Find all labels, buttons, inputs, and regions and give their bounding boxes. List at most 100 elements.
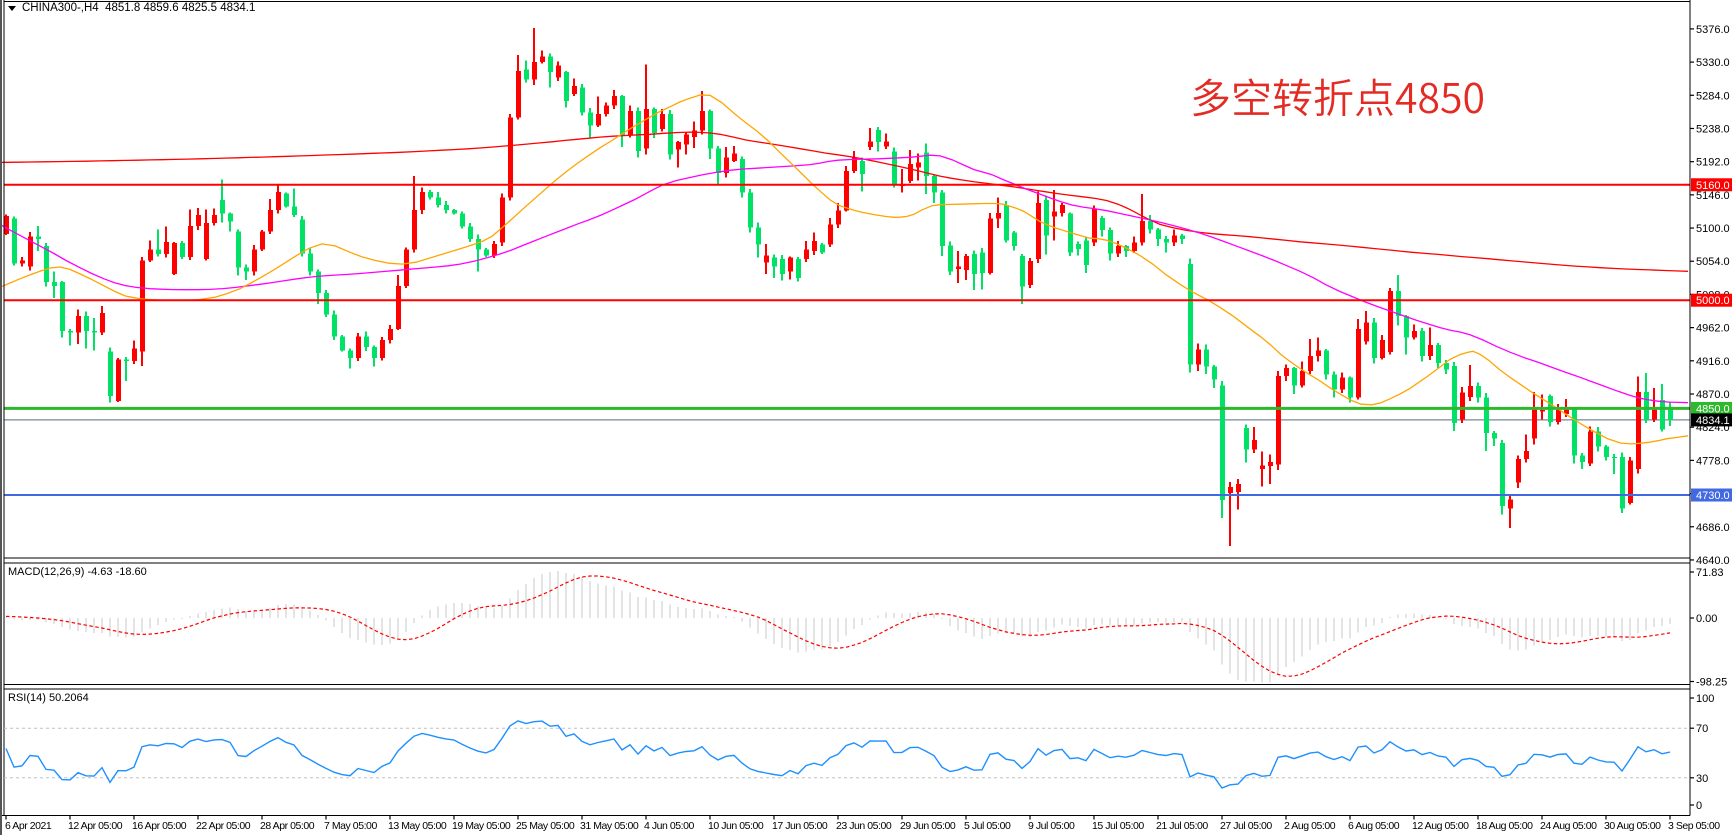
time-tick-label[interactable]: 30 Aug 05:00: [1604, 820, 1662, 832]
time-tick-label[interactable]: 3 Sep 05:00: [1668, 820, 1721, 832]
price-tick-label[interactable]: 4778.0: [1696, 455, 1730, 467]
candle-body: [260, 231, 265, 250]
time-tick-label[interactable]: 17 Jun 05:00: [772, 820, 828, 832]
candle-body: [1668, 407, 1673, 420]
price-tick-label[interactable]: 4640.0: [1696, 555, 1730, 567]
candle-body: [4, 215, 9, 234]
candle-wick: [245, 264, 247, 280]
time-tick-label[interactable]: 4 Jun 05:00: [644, 820, 695, 832]
time-tick-label[interactable]: 6 Apr 2021: [5, 820, 52, 832]
symbol-dropdown-icon[interactable]: [8, 6, 16, 11]
candle-body: [340, 336, 345, 351]
time-tick-label[interactable]: 15 Jul 05:00: [1092, 820, 1145, 832]
time-tick-label[interactable]: 12 Aug 05:00: [1412, 820, 1470, 832]
candle-wick: [1269, 454, 1271, 485]
macd-bar: [101, 618, 103, 633]
candle-body: [1468, 386, 1473, 397]
candle-body: [1220, 385, 1225, 501]
annotation-glyph: [1355, 78, 1393, 117]
macd-bar: [1293, 618, 1295, 662]
time-tick-label[interactable]: 2 Aug 05:00: [1284, 820, 1336, 832]
candle-wick: [293, 188, 295, 218]
macd-bar: [221, 608, 223, 618]
time-tick-label[interactable]: 12 Apr 05:00: [68, 820, 123, 832]
price-tick-label[interactable]: 5284.0: [1696, 90, 1730, 102]
time-tick-label[interactable]: 9 Jul 05:00: [1028, 820, 1075, 832]
price-tick-label[interactable]: 4870.0: [1696, 389, 1730, 401]
candle-body: [452, 210, 457, 214]
macd-bar: [1197, 618, 1199, 639]
macd-bar: [1421, 614, 1423, 618]
price-tick-label[interactable]: 5330.0: [1696, 57, 1730, 69]
macd-bar: [741, 618, 743, 622]
macd-tick-label[interactable]: 71.83: [1696, 567, 1724, 579]
time-tick-label[interactable]: 19 May 05:00: [452, 820, 511, 832]
macd-bar: [917, 611, 919, 618]
macd-bar: [13, 618, 15, 619]
macd-bar: [645, 597, 647, 618]
time-tick-label[interactable]: 16 Apr 05:00: [132, 820, 187, 832]
macd-bar: [1005, 618, 1007, 634]
macd-bar: [165, 618, 167, 623]
time-tick-label[interactable]: 21 Jul 05:00: [1156, 820, 1209, 832]
price-tick-label[interactable]: 4686.0: [1696, 522, 1730, 534]
candle-body: [812, 241, 817, 252]
macd-bar: [197, 613, 199, 618]
price-tick-label[interactable]: 4916.0: [1696, 356, 1730, 368]
candle-wick: [1653, 388, 1655, 423]
price-tick-label[interactable]: 5100.0: [1696, 223, 1730, 235]
macd-bar: [261, 610, 263, 618]
price-tick-label[interactable]: 4962.0: [1696, 323, 1730, 335]
macd-bar: [253, 611, 255, 618]
price-tick-label[interactable]: 5054.0: [1696, 256, 1730, 268]
time-tick-label[interactable]: 25 May 05:00: [516, 820, 575, 832]
price-tick-label[interactable]: 5146.0: [1696, 190, 1730, 202]
macd-bar: [877, 615, 879, 618]
candle-body: [612, 96, 617, 106]
macd-bar: [1173, 618, 1175, 622]
candle-body: [516, 70, 521, 118]
time-tick-label[interactable]: 22 Apr 05:00: [196, 820, 251, 832]
candle-body: [524, 69, 529, 80]
candle-wick: [1181, 234, 1183, 244]
rsi-tick-label[interactable]: 70: [1696, 723, 1708, 735]
candle-body: [940, 192, 945, 247]
candle-body: [620, 96, 625, 136]
rsi-tick-label[interactable]: 100: [1696, 693, 1714, 705]
macd-bar: [821, 618, 823, 650]
time-tick-label[interactable]: 28 Apr 05:00: [260, 820, 315, 832]
candle-body: [756, 227, 761, 245]
time-tick-label[interactable]: 23 Jun 05:00: [836, 820, 892, 832]
time-tick-label[interactable]: 6 Aug 05:00: [1348, 820, 1400, 832]
candle-wick: [597, 96, 599, 128]
time-tick-label[interactable]: 7 May 05:00: [324, 820, 378, 832]
time-tick-label[interactable]: 18 Aug 05:00: [1476, 820, 1534, 832]
candle-body: [1060, 204, 1065, 213]
time-tick-label[interactable]: 31 May 05:00: [580, 820, 639, 832]
time-tick-label[interactable]: 24 Aug 05:00: [1540, 820, 1598, 832]
time-tick-label[interactable]: 29 Jun 05:00: [900, 820, 956, 832]
price-tick-label[interactable]: 5376.0: [1696, 24, 1730, 36]
rsi-tick-label[interactable]: 0: [1696, 800, 1702, 812]
price-tick-label[interactable]: 5192.0: [1696, 157, 1730, 169]
macd-bar: [1253, 618, 1255, 682]
price-tick-label[interactable]: 5238.0: [1696, 123, 1730, 135]
rsi-tick-label[interactable]: 30: [1696, 773, 1708, 785]
macd-tick-label[interactable]: -98.25: [1696, 677, 1727, 689]
candle-body: [76, 316, 81, 333]
macd-bar: [957, 618, 959, 631]
candle-body: [588, 112, 593, 126]
candle-body: [1364, 322, 1369, 342]
time-tick-label[interactable]: 10 Jun 05:00: [708, 820, 764, 832]
candle-body: [380, 339, 385, 358]
macd-bar: [1157, 618, 1159, 623]
annotation-text[interactable]: [1193, 78, 1483, 117]
time-tick-label[interactable]: 27 Jul 05:00: [1220, 820, 1273, 832]
time-tick-label[interactable]: 13 May 05:00: [388, 820, 447, 832]
candle-body: [916, 162, 921, 168]
macd-bar: [669, 604, 671, 618]
time-tick-label[interactable]: 5 Jul 05:00: [964, 820, 1011, 832]
macd-tick-label[interactable]: 0.00: [1696, 613, 1717, 625]
macd-bar: [357, 618, 359, 641]
